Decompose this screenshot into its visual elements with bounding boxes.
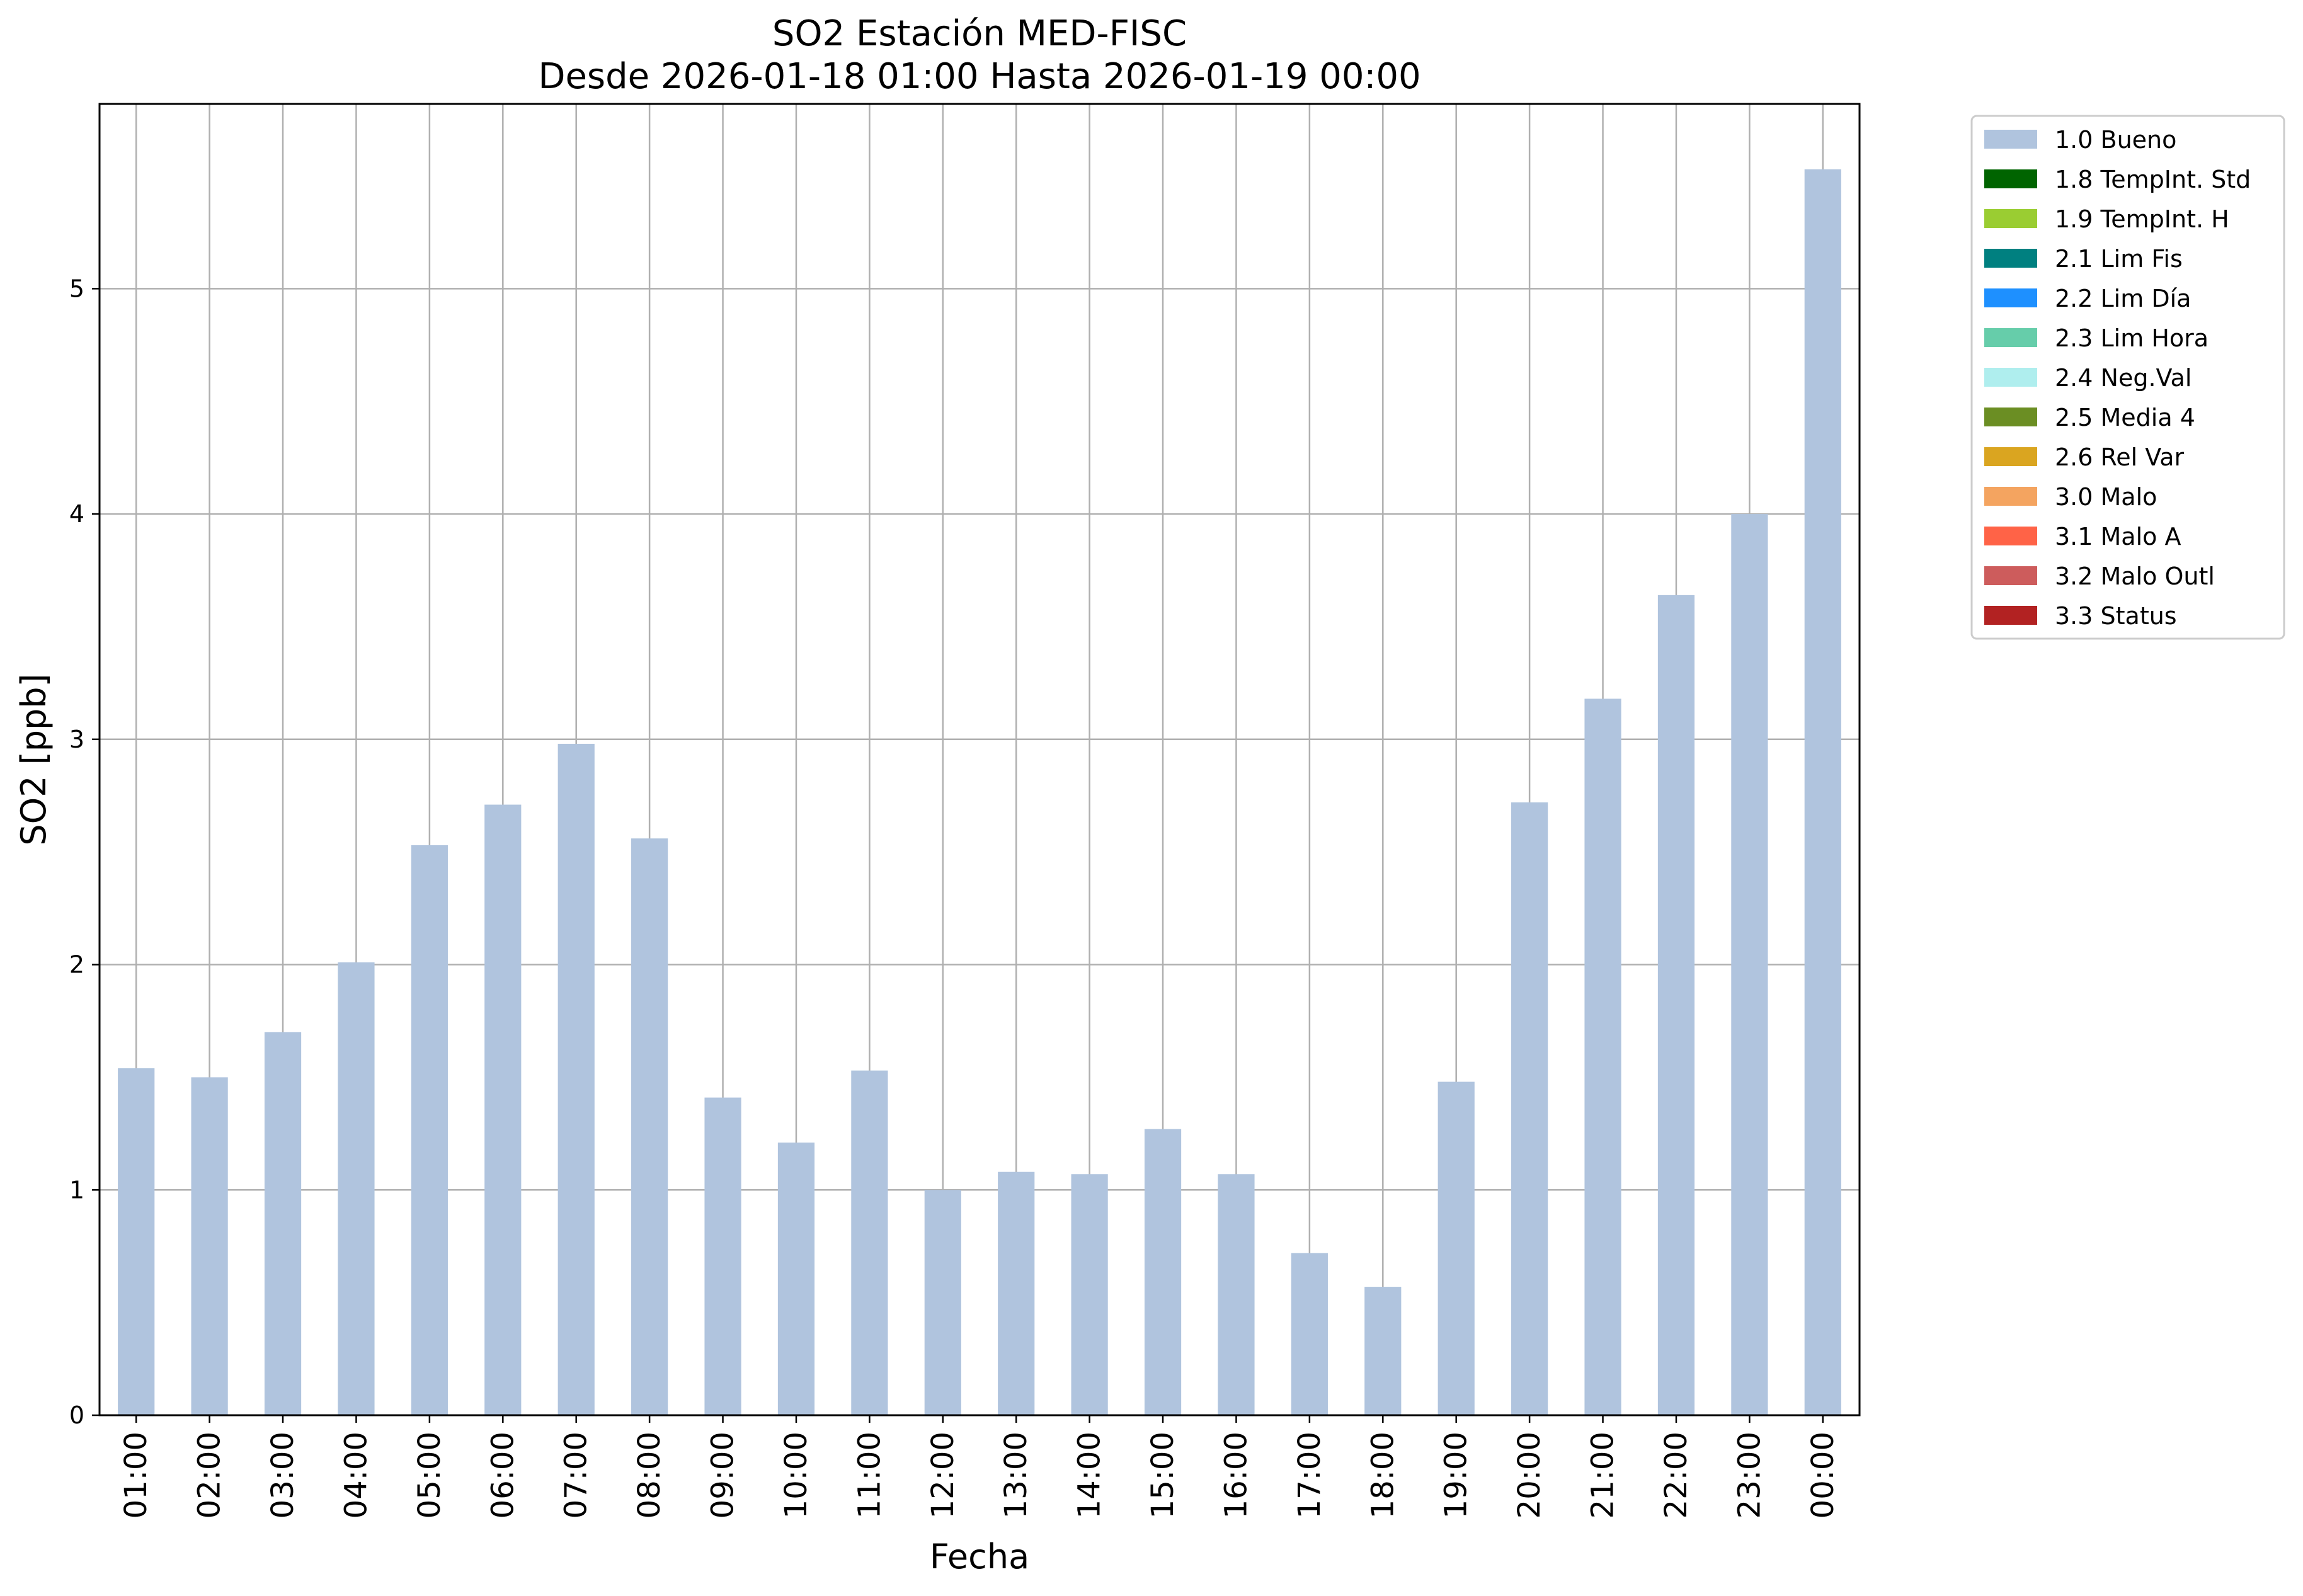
x-tick-label: 11:00 xyxy=(852,1432,887,1519)
bar xyxy=(704,1097,741,1415)
y-tick-label: 0 xyxy=(69,1401,84,1429)
legend-label: 3.0 Malo xyxy=(2055,483,2157,511)
bar xyxy=(1584,698,1621,1415)
x-tick-label: 09:00 xyxy=(706,1432,741,1519)
legend-swatch xyxy=(1984,169,2037,188)
legend-swatch xyxy=(1984,487,2037,506)
y-tick-label: 5 xyxy=(69,275,84,302)
bar xyxy=(1144,1129,1182,1415)
bar xyxy=(1511,802,1548,1415)
bar xyxy=(1657,595,1695,1415)
y-tick-label: 4 xyxy=(69,500,84,528)
legend-items: 1.0 Bueno 1.8 TempInt. Std 1.9 TempInt. H 2… xyxy=(1984,126,2251,630)
bar xyxy=(924,1190,961,1415)
x-axis-label: Fecha xyxy=(930,1537,1029,1576)
legend-label: 1.8 TempInt. Std xyxy=(2055,166,2251,193)
x-tick-label: 00:00 xyxy=(1805,1432,1841,1519)
bar xyxy=(1071,1174,1108,1415)
x-tick-label: 15:00 xyxy=(1145,1432,1180,1519)
x-tick-label: 04:00 xyxy=(338,1432,374,1519)
y-axis-ticks: 0 1 2 3 4 5 xyxy=(69,275,100,1429)
bar xyxy=(777,1143,815,1415)
x-tick-label: 21:00 xyxy=(1586,1432,1621,1519)
x-tick-label: 13:00 xyxy=(998,1432,1034,1519)
y-tick-label: 3 xyxy=(69,726,84,753)
bar xyxy=(484,804,522,1415)
legend-label: 3.1 Malo A xyxy=(2055,523,2181,550)
bar xyxy=(1218,1174,1255,1415)
legend-label: 1.9 TempInt. H xyxy=(2055,205,2229,233)
x-tick-label: 22:00 xyxy=(1659,1432,1694,1519)
bar xyxy=(1364,1287,1402,1415)
legend-frame xyxy=(1970,115,2285,640)
legend-swatch xyxy=(1984,209,2037,228)
bar xyxy=(1731,514,1768,1415)
bar xyxy=(338,962,375,1415)
bar xyxy=(1804,169,1841,1415)
x-tick-label: 14:00 xyxy=(1072,1432,1107,1519)
bar xyxy=(1291,1253,1328,1415)
bar xyxy=(998,1171,1035,1415)
legend-swatch xyxy=(1984,288,2037,307)
bar xyxy=(851,1070,888,1415)
x-tick-label: 17:00 xyxy=(1292,1432,1327,1519)
chart-title: SO2 Estación MED-FISC xyxy=(772,13,1187,54)
bar xyxy=(118,1068,155,1415)
x-tick-label: 06:00 xyxy=(485,1432,520,1519)
x-tick-label: 20:00 xyxy=(1512,1432,1547,1519)
legend-swatch xyxy=(1984,368,2037,387)
bars xyxy=(118,169,1841,1415)
legend-label: 3.3 Status xyxy=(2055,602,2177,630)
legend-swatch xyxy=(1984,249,2037,268)
legend-label: 2.5 Media 4 xyxy=(2055,404,2195,431)
legend: 1.0 Bueno 1.8 TempInt. Std 1.9 TempInt. H 2… xyxy=(1970,115,2285,640)
legend-swatch xyxy=(1984,527,2037,545)
legend-label: 2.2 Lim Día xyxy=(2055,285,2191,312)
y-tick-label: 1 xyxy=(69,1176,84,1204)
bar xyxy=(1437,1081,1475,1415)
legend-label: 2.1 Lim Fis xyxy=(2055,245,2183,273)
x-tick-label: 18:00 xyxy=(1365,1432,1400,1519)
x-tick-label: 19:00 xyxy=(1439,1432,1474,1519)
y-tick-label: 2 xyxy=(69,951,84,979)
chart-subtitle: Desde 2026-01-18 01:00 Hasta 2026-01-19 … xyxy=(538,56,1420,97)
legend-label: 3.2 Malo Outl xyxy=(2055,562,2215,590)
legend-label: 2.4 Neg.Val xyxy=(2055,364,2192,392)
x-tick-label: 05:00 xyxy=(412,1432,447,1519)
x-tick-label: 02:00 xyxy=(192,1432,227,1519)
bar xyxy=(264,1032,302,1415)
legend-swatch xyxy=(1984,408,2037,426)
y-axis-label: SO2 [ppb] xyxy=(14,673,54,845)
legend-swatch xyxy=(1984,606,2037,625)
bar xyxy=(557,743,595,1415)
x-tick-label: 07:00 xyxy=(559,1432,594,1519)
bar xyxy=(631,838,668,1415)
legend-label: 2.6 Rel Var xyxy=(2055,443,2185,471)
legend-swatch xyxy=(1984,328,2037,347)
bar xyxy=(191,1077,228,1415)
x-axis-ticks: 01:00 02:00 03:00 04:00 05:00 06:00 07:00 08:00… xyxy=(118,1415,1841,1519)
x-tick-label: 23:00 xyxy=(1732,1432,1767,1519)
legend-label: 2.3 Lim Hora xyxy=(2055,324,2209,352)
legend-swatch xyxy=(1984,130,2037,149)
x-tick-label: 10:00 xyxy=(779,1432,814,1519)
x-tick-label: 12:00 xyxy=(925,1432,961,1519)
legend-swatch xyxy=(1984,447,2037,466)
bar xyxy=(411,845,448,1415)
x-tick-label: 08:00 xyxy=(632,1432,667,1519)
legend-swatch xyxy=(1984,566,2037,585)
x-tick-label: 16:00 xyxy=(1218,1432,1254,1519)
plot-frame xyxy=(98,103,1861,1416)
legend-label: 1.0 Bueno xyxy=(2055,126,2176,154)
x-tick-label: 03:00 xyxy=(265,1432,300,1519)
x-tick-label: 01:00 xyxy=(118,1432,154,1519)
